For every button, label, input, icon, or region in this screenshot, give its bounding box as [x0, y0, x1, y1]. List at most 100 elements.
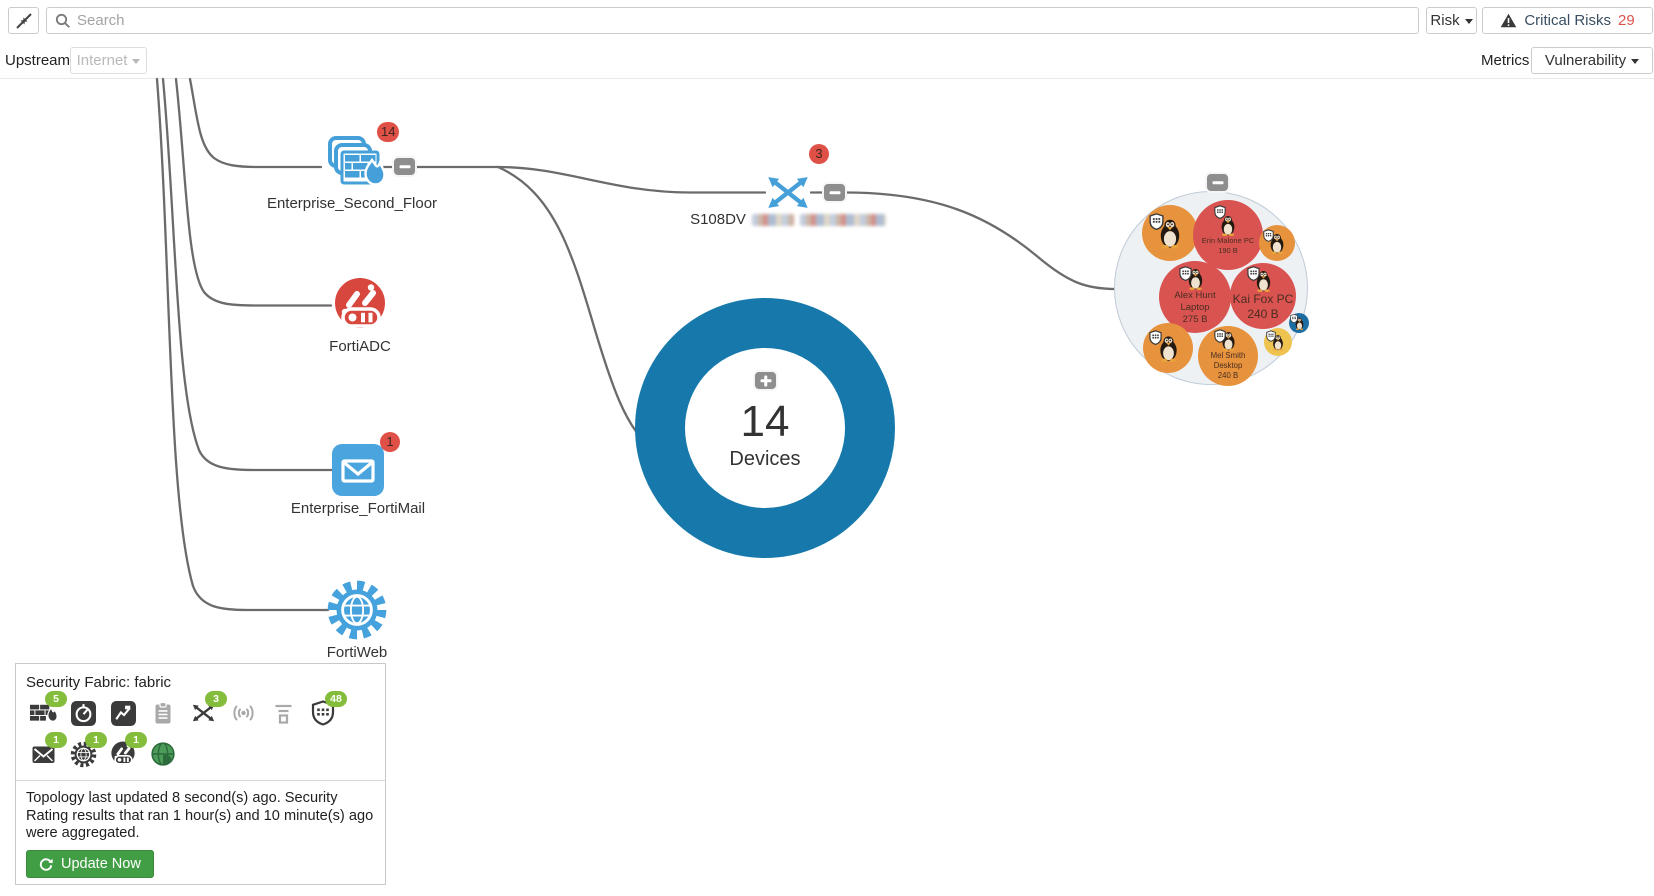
switch-icon[interactable]: 3: [188, 691, 227, 728]
metrics-dropdown[interactable]: Vulnerability: [1531, 47, 1653, 74]
legend-divider: [16, 780, 385, 781]
mail-icon[interactable]: [332, 444, 384, 496]
legend-icon-row-1: 5: [28, 691, 347, 728]
device-name: Alex Hunt Laptop: [1174, 290, 1216, 314]
device-node[interactable]: [1143, 323, 1193, 373]
link-second-floor-devices: [496, 165, 648, 445]
switch-label-redacted: [751, 214, 794, 227]
endpoint-shield-icon: [1179, 266, 1192, 281]
update-now-button[interactable]: Update Now: [26, 850, 154, 878]
legend-badge: 1: [125, 732, 147, 748]
endpoint-shield-icon: [1149, 213, 1164, 230]
metrics-dropdown-value: Vulnerability: [1544, 52, 1627, 69]
legend-badge: 1: [45, 732, 67, 748]
toolbar-separator: [0, 78, 1654, 79]
collapse-view-button[interactable]: [8, 7, 39, 34]
fortimanager-icon[interactable]: [68, 698, 98, 728]
mail-icon[interactable]: 1: [28, 732, 67, 769]
device-size: 240 B: [1247, 307, 1279, 321]
link-internet-second-floor: [188, 77, 323, 169]
switch-label-redacted: [799, 214, 886, 227]
firewall-icon[interactable]: 5: [28, 691, 67, 728]
update-now-label: Update Now: [61, 856, 141, 872]
risk-badge: 3: [809, 144, 829, 164]
switch-label-visible: S108DV: [690, 211, 746, 228]
expand-devices-button[interactable]: [753, 370, 778, 391]
critical-risks-button[interactable]: Critical Risks 29: [1482, 7, 1653, 34]
adc-icon[interactable]: 1: [108, 732, 147, 769]
endpoint-shield-icon: [1149, 330, 1162, 345]
risk-badge: 14: [377, 122, 400, 142]
device-size: 190 B: [1218, 245, 1238, 255]
topology-status-text: Topology last updated 8 second(s) ago. S…: [26, 790, 374, 841]
device-node[interactable]: [1264, 328, 1292, 356]
endpoint-shield-icon: [1214, 205, 1226, 219]
security-fabric-legend-panel: Security Fabric: fabric 5: [15, 663, 386, 885]
devices-count: 14: [740, 397, 790, 446]
link-switch-cluster: [809, 191, 1118, 291]
search-input[interactable]: [46, 7, 1419, 34]
metrics-label: Metrics: [1481, 52, 1530, 69]
web-gear-icon[interactable]: 1: [68, 732, 107, 769]
device-node[interactable]: [1142, 205, 1198, 261]
link-second-floor-switch: [382, 165, 767, 194]
risk-dropdown[interactable]: Risk: [1426, 7, 1477, 34]
endpoint-shield-icon: [1266, 330, 1276, 342]
node-label-fortimail: Enterprise_FortiMail: [290, 500, 426, 517]
endpoint-shield-icon[interactable]: 48: [308, 691, 347, 728]
legend-badge: 1: [85, 732, 107, 748]
switch-icon[interactable]: [763, 172, 813, 213]
firewall-stack-icon[interactable]: [320, 136, 386, 196]
clipboard-icon[interactable]: [148, 698, 178, 728]
switch-node-label: S108DV: [663, 211, 913, 228]
link-internet-fortiadc: [174, 77, 333, 307]
refresh-icon: [39, 858, 53, 871]
device-node[interactable]: Kai Fox PC 240 B: [1230, 263, 1296, 329]
critical-risks-count: 29: [1617, 12, 1635, 29]
upstream-internet-dropdown[interactable]: Internet: [70, 47, 147, 74]
extender-icon[interactable]: [268, 698, 298, 728]
adc-icon[interactable]: [330, 277, 390, 333]
device-node[interactable]: [1289, 313, 1309, 333]
node-label-second-floor: Enterprise_Second_Floor: [266, 195, 438, 212]
endpoint-shield-icon: [1214, 329, 1226, 343]
device-size: 275 B: [1182, 313, 1208, 325]
device-size: 240 B: [1217, 370, 1239, 380]
fortianalyzer-icon[interactable]: [108, 698, 138, 728]
critical-risks-label: Critical Risks: [1524, 12, 1611, 29]
link-internet-fortiweb: [155, 77, 330, 612]
devices-count-label: Devices: [729, 448, 801, 470]
legend-badge: 3: [205, 691, 227, 707]
device-node[interactable]: Mel Smith Desktop 240 B: [1198, 326, 1258, 386]
device-node[interactable]: Alex Hunt Laptop 275 B: [1159, 261, 1231, 333]
node-label-fortiadc: FortiADC: [329, 338, 391, 355]
link-internet-fortimail: [161, 77, 335, 472]
device-name: Mel Smith Desktop: [1210, 351, 1246, 371]
risk-dropdown-label: Risk: [1430, 12, 1460, 29]
warning-triangle-icon: [1501, 13, 1517, 28]
device-name: Kai Fox PC: [1232, 292, 1294, 306]
device-name: Erin Malone PC: [1201, 236, 1255, 246]
access-point-icon[interactable]: [228, 698, 258, 728]
chevron-down-icon: [1631, 59, 1640, 64]
search-icon: [55, 13, 70, 28]
collapse-arrows-icon: [15, 12, 32, 29]
endpoint-shield-icon: [1263, 229, 1274, 242]
web-gear-icon[interactable]: [326, 579, 388, 641]
endpoint-shield-icon: [1247, 266, 1260, 281]
legend-badge: 5: [45, 691, 67, 707]
risk-badge: 1: [380, 432, 400, 452]
legend-title: Security Fabric: fabric: [26, 674, 172, 691]
device-node[interactable]: Erin Malone PC 190 B: [1193, 200, 1263, 270]
chevron-down-icon: [1464, 19, 1473, 24]
legend-badge: 48: [325, 691, 347, 707]
collapse-node-button[interactable]: [822, 182, 847, 203]
chevron-down-icon: [132, 59, 141, 64]
device-node[interactable]: [1259, 225, 1295, 261]
globe-icon[interactable]: [148, 739, 178, 769]
collapse-node-button[interactable]: [392, 156, 417, 177]
upstream-internet-value: Internet: [76, 52, 128, 69]
collapse-cluster-button[interactable]: [1205, 172, 1230, 193]
